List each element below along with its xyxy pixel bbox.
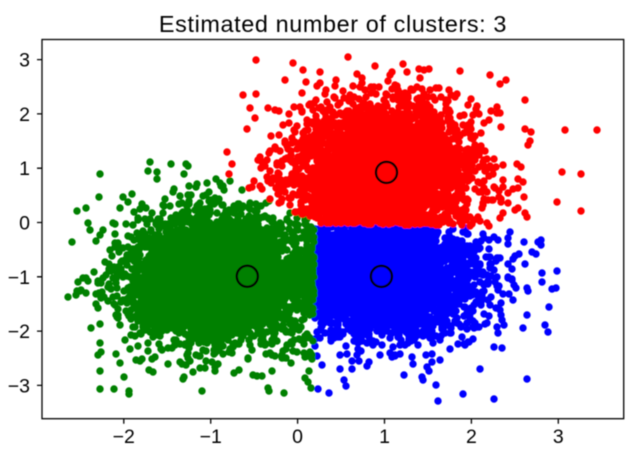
svg-text:2: 2 — [19, 104, 30, 126]
svg-text:−1: −1 — [8, 267, 30, 289]
svg-text:−1: −1 — [200, 426, 222, 448]
svg-text:0: 0 — [19, 213, 30, 235]
svg-text:Estimated number of clusters:: Estimated number of clusters: 3 — [159, 11, 507, 37]
svg-text:3: 3 — [553, 426, 564, 448]
svg-text:1: 1 — [19, 158, 30, 180]
svg-text:−2: −2 — [8, 321, 30, 343]
svg-text:2: 2 — [466, 426, 477, 448]
svg-text:−3: −3 — [8, 375, 30, 397]
svg-text:3: 3 — [19, 50, 30, 72]
svg-text:1: 1 — [379, 426, 390, 448]
svg-text:0: 0 — [292, 426, 303, 448]
svg-text:−2: −2 — [113, 426, 135, 448]
